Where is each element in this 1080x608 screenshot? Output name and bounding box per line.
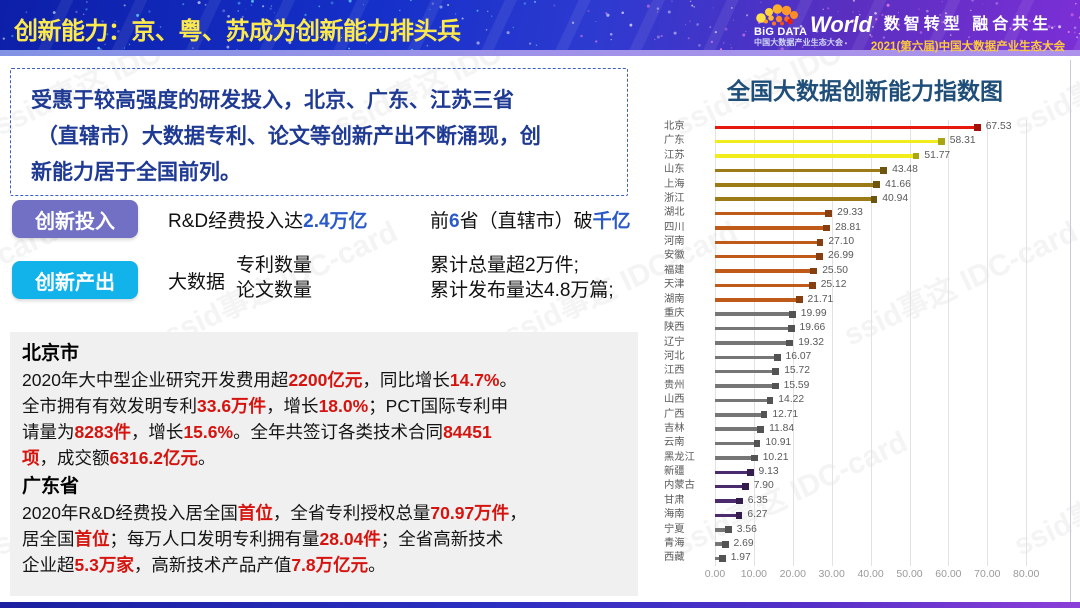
svg-text:中国大数据产业生态大会: 中国大数据产业生态大会 [754,37,843,47]
svg-text:BiG DATA: BiG DATA [754,26,807,38]
